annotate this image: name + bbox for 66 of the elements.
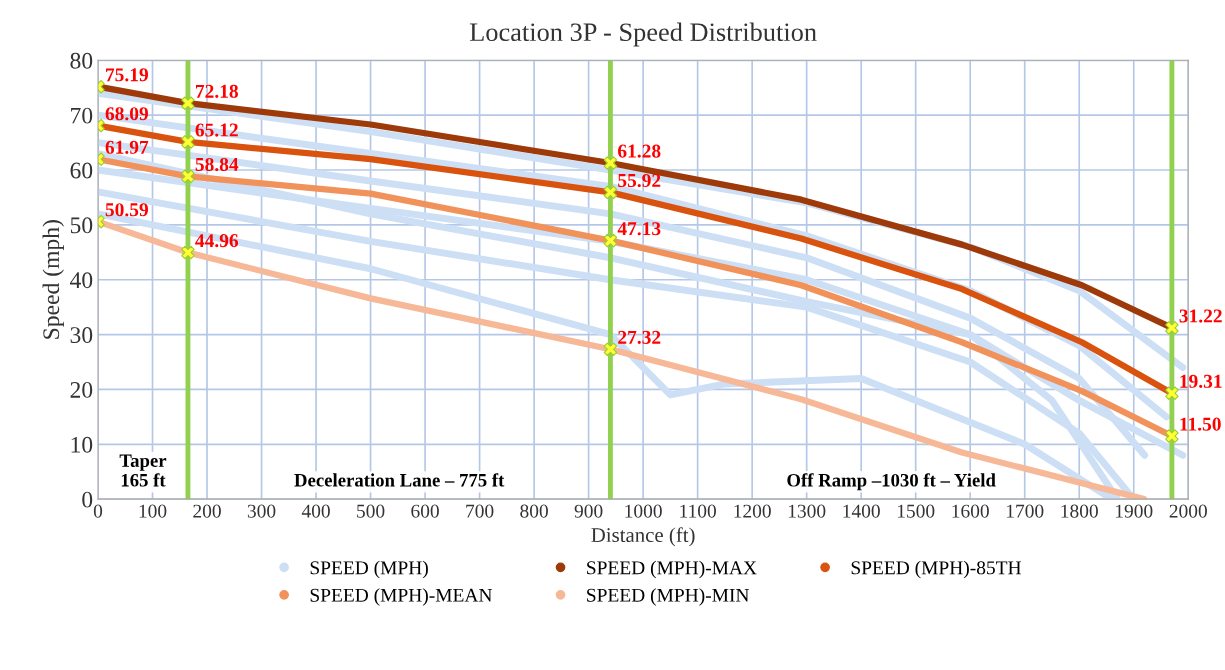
y-tick-label: 70 — [71, 107, 93, 124]
point — [181, 96, 195, 110]
point — [1165, 429, 1179, 443]
x-tick-label: 2000 — [1169, 504, 1207, 518]
point — [1165, 386, 1179, 400]
data-label: 44.96 — [195, 234, 239, 248]
x-tick-label: 1200 — [734, 504, 771, 518]
y-tick-label: 30 — [70, 327, 93, 344]
x-tick-label: 1400 — [843, 504, 880, 518]
data-label: 31.22 — [1179, 309, 1222, 323]
data-label: 65.12 — [195, 123, 238, 137]
x-tick-label: 1500 — [897, 504, 935, 518]
annotation: Taper 165 ft — [119, 454, 167, 487]
y-tick-label: 80 — [70, 52, 93, 69]
y-tick-label: 40 — [69, 272, 93, 289]
x-tick-label: 1700 — [1006, 504, 1044, 518]
x-tick-label: 700 — [466, 504, 494, 518]
annotation: Off Ramp –1030 ft – Yield — [787, 473, 996, 491]
data-label: 61.97 — [105, 140, 149, 154]
point — [1165, 321, 1179, 335]
legend-label: SPEED (MPH)-MAX — [587, 560, 757, 579]
data-label: 19.31 — [1180, 374, 1222, 388]
x-tick-label: 600 — [411, 504, 439, 518]
x-tick-label: 200 — [193, 504, 221, 518]
x-tick-label: 1800 — [1061, 504, 1098, 518]
x-axis-title: Distance (ft) — [591, 527, 695, 547]
point — [181, 169, 195, 184]
data-label: 50.59 — [105, 203, 148, 217]
y-tick-label: 10 — [71, 436, 93, 453]
x-tick-label: 1300 — [788, 504, 826, 518]
point — [603, 185, 618, 200]
x-tick-label: 1600 — [952, 504, 989, 518]
point — [603, 156, 618, 170]
x-tick-label: 1000 — [625, 504, 662, 518]
data-label: 27.32 — [618, 330, 661, 344]
x-tick-label: 0 — [93, 504, 103, 518]
y-axis-title: Speed (mph) — [42, 220, 64, 339]
point — [603, 233, 618, 248]
data-label: 47.13 — [617, 222, 661, 236]
x-tick-label: 800 — [520, 504, 548, 518]
legend-label: SPEED (MPH)-MEAN — [310, 588, 493, 606]
annotation: Deceleration Lane – 775 ft — [294, 473, 505, 487]
data-label: 75.19 — [106, 68, 148, 82]
y-tick-label: 60 — [70, 162, 93, 179]
legend-label: SPEED (MPH)-MIN — [587, 588, 750, 606]
y-tick-label: 20 — [70, 381, 93, 398]
x-tick-label: 500 — [357, 504, 385, 518]
point — [181, 135, 195, 149]
data-label: 72.18 — [196, 84, 238, 98]
legend-label: SPEED (MPH) — [310, 560, 428, 579]
point — [603, 342, 618, 357]
data-label: 11.50 — [1180, 417, 1221, 431]
point — [181, 245, 195, 260]
y-tick-label: 50 — [70, 217, 93, 234]
x-tick-label: 900 — [574, 504, 603, 518]
x-tick-label: 100 — [139, 504, 167, 518]
x-tick-label: 300 — [247, 504, 276, 518]
x-tick-label: 1100 — [680, 504, 716, 518]
x-tick-label: 1900 — [1116, 504, 1153, 518]
data-label: 68.09 — [105, 107, 148, 121]
x-tick-label: 400 — [301, 504, 330, 518]
legend-label: SPEED (MPH)-85TH — [851, 560, 1022, 579]
data-label: 61.28 — [618, 144, 661, 158]
chart-title: Location 3P - Speed Distribution — [469, 22, 817, 47]
data-label: 58.84 — [195, 157, 239, 172]
data-label: 55.92 — [618, 173, 661, 188]
